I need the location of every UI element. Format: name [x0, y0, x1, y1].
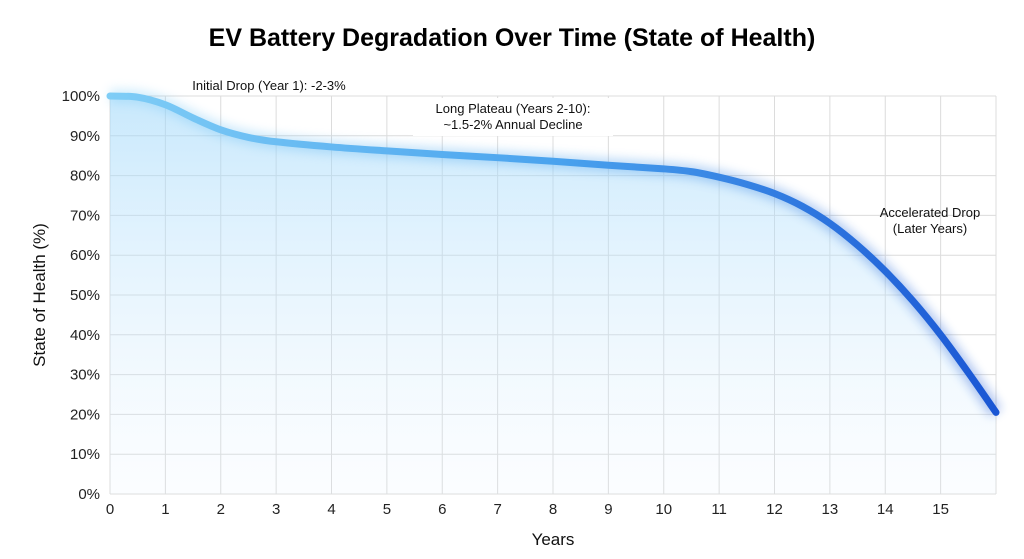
- y-tick-label: 60%: [70, 247, 100, 264]
- x-tick-label: 15: [932, 501, 949, 518]
- y-tick-label: 40%: [70, 327, 100, 344]
- y-axis-label: State of Health (%): [30, 223, 49, 367]
- annotation-text: Accelerated Drop: [880, 205, 980, 220]
- x-tick-label: 2: [217, 501, 225, 518]
- x-tick-label: 7: [493, 501, 501, 518]
- annotation-text: ~1.5-2% Annual Decline: [443, 117, 582, 132]
- annotation: Initial Drop (Year 1): -2-3%: [192, 78, 346, 93]
- x-tick-label: 8: [549, 501, 557, 518]
- x-tick-label: 3: [272, 501, 280, 518]
- y-tick-label: 50%: [70, 287, 100, 304]
- x-tick-label: 12: [766, 501, 783, 518]
- annotation-background: [413, 98, 613, 136]
- annotation: Long Plateau (Years 2-10):~1.5-2% Annual…: [413, 98, 613, 136]
- y-tick-label: 80%: [70, 168, 100, 185]
- x-tick-label: 9: [604, 501, 612, 518]
- y-tick-label: 30%: [70, 367, 100, 384]
- x-tick-label: 14: [877, 501, 894, 518]
- y-tick-label: 100%: [62, 88, 100, 105]
- x-tick-label: 6: [438, 501, 446, 518]
- x-tick-label: 11: [711, 501, 727, 518]
- x-axis-label: Years: [532, 530, 575, 549]
- x-tick-label: 10: [655, 501, 672, 518]
- y-tick-label: 0%: [78, 486, 100, 503]
- chart-title: EV Battery Degradation Over Time (State …: [209, 24, 816, 52]
- annotation-text: (Later Years): [893, 221, 967, 236]
- annotation-text: Initial Drop (Year 1): -2-3%: [192, 78, 346, 93]
- y-tick-label: 90%: [70, 128, 100, 145]
- x-tick-label: 1: [161, 501, 169, 518]
- y-tick-label: 20%: [70, 406, 100, 423]
- x-tick-label: 5: [383, 501, 391, 518]
- x-tick-label: 4: [327, 501, 335, 518]
- annotation: Accelerated Drop(Later Years): [880, 205, 980, 236]
- x-tick-label: 0: [106, 501, 114, 518]
- x-tick-label: 13: [822, 501, 839, 518]
- annotation-text: Long Plateau (Years 2-10):: [436, 101, 591, 116]
- series-line: [106, 92, 1000, 416]
- y-tick-label: 10%: [70, 446, 100, 463]
- y-tick-label: 70%: [70, 207, 100, 224]
